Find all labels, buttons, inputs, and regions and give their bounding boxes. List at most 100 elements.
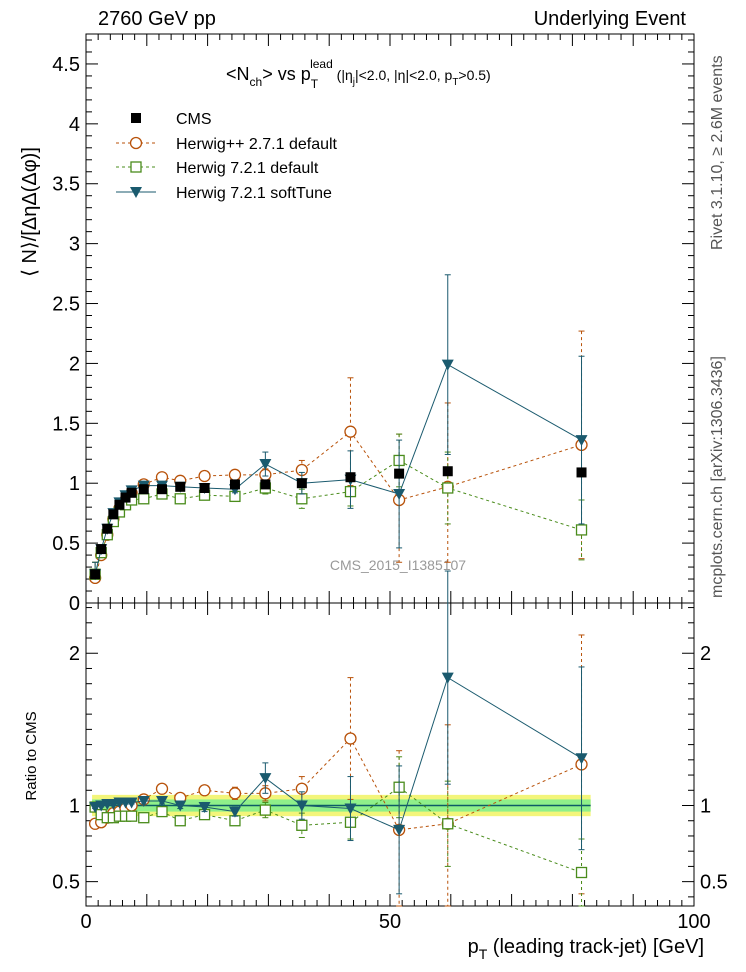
ratio-herwig_softtune-point xyxy=(174,800,187,812)
ratio-herwig_softtune-point xyxy=(125,797,138,809)
main-y-tick-label: 3.5 xyxy=(52,174,80,196)
main-cms-point xyxy=(442,466,453,477)
main-cms-point xyxy=(229,479,240,490)
title-part: > vs p xyxy=(262,64,311,84)
ratio-y-tick-label-right: 1 xyxy=(700,796,711,818)
ratio-herwig_default-point xyxy=(296,819,308,831)
ratio-herwig_default-point xyxy=(442,818,454,830)
main-y-axis-label: ⟨ N⟩/[ΔηΔ(Δφ)] xyxy=(19,147,41,277)
ratio-herwig_default-point xyxy=(259,804,272,816)
ratio-y-tick-label: 2 xyxy=(69,643,80,665)
legend-label-herwig_softtune: Herwig 7.2.1 softTune xyxy=(176,185,332,202)
main-cms-point xyxy=(138,484,149,495)
ratio-herwig_softtune-point xyxy=(393,824,406,836)
main-herwig_pp-point xyxy=(344,425,357,438)
x-axis-label-rest: (leading track-jet) [GeV] xyxy=(487,936,704,958)
ratio-y-tick-label: 1 xyxy=(69,796,80,818)
ratio-herwig_default-point xyxy=(138,812,150,824)
main-herwig_default-point xyxy=(442,482,454,494)
ratio-y-tick-label: 0.5 xyxy=(52,872,80,894)
main-herwig_pp-point xyxy=(198,469,211,483)
main-y-tick-label: 1 xyxy=(69,473,80,495)
ratio-herwig_default-point xyxy=(174,815,186,827)
title-sub: T xyxy=(452,77,458,88)
main-cms-point xyxy=(576,467,587,478)
ratio-y-tick-label-right: 2 xyxy=(700,643,711,665)
main-herwig_default-point xyxy=(138,493,150,505)
title-sub: j xyxy=(352,77,355,88)
main-cms-point xyxy=(175,481,186,492)
ratio-herwig_softtune-point xyxy=(575,753,588,765)
main-y-tick-label: 2 xyxy=(69,353,80,375)
title-sub: T xyxy=(311,77,319,91)
ratio-herwig_pp-point xyxy=(228,787,242,800)
x-axis-label: pT (leading track-jet) [GeV] xyxy=(468,936,704,962)
legend-marker-herwig_pp xyxy=(129,136,143,150)
main-cms-point xyxy=(102,523,113,534)
title-part: <N xyxy=(226,64,250,84)
legend-marker-herwig_softtune xyxy=(130,187,142,198)
legend-label-cms: CMS xyxy=(176,111,212,128)
main-cms-point xyxy=(120,492,131,503)
ratio-herwig_pp-point xyxy=(198,784,211,797)
x-axis-label-sub: T xyxy=(479,946,488,962)
rivet-label: Rivet 3.1.10, ≥ 2.6M events xyxy=(709,55,726,250)
x-tick-label: 0 xyxy=(80,911,91,933)
ratio-y-tick-label-right: 0.5 xyxy=(700,872,728,894)
legend-marker-cms xyxy=(131,113,141,123)
main-y-tick-label: 3 xyxy=(69,234,80,256)
ratio-herwig_softtune-point xyxy=(156,795,168,807)
main-cms-point xyxy=(260,479,271,490)
main-y-tick-label: 0 xyxy=(69,593,80,615)
ratio-uncertainty-band xyxy=(92,794,591,817)
legend: CMS Herwig++ 2.7.1 default Herwig 7.2.1 de… xyxy=(116,111,338,202)
x-axis-label-p: p xyxy=(468,936,479,958)
title-cuts: |<2.0, |η|<2.0, p xyxy=(355,67,453,83)
main-herwig_softtune-point xyxy=(441,359,454,371)
main-y-tick-label: 2.5 xyxy=(52,294,80,316)
main-herwig_default-point xyxy=(575,524,588,536)
main-herwig_softtune-point xyxy=(393,488,406,500)
plot-title: <Nch> vs pTlead (|ηj|<2.0, |η|<2.0, pT>0… xyxy=(226,57,491,91)
ratio-herwig_softtune-point xyxy=(344,803,357,815)
x-tick-label: 50 xyxy=(379,911,401,933)
main-cms-point xyxy=(157,484,167,495)
main-cms-point xyxy=(296,478,307,489)
main-cms-point xyxy=(114,499,125,510)
main-herwig_pp-line xyxy=(94,430,582,578)
main-y-tick-label: 0.5 xyxy=(52,533,80,555)
legend-label-herwig_pp: Herwig++ 2.7.1 default xyxy=(176,136,338,153)
mcplots-label: mcplots.cern.ch [arXiv:1306.3436] xyxy=(709,356,726,598)
title-sub: ch xyxy=(250,75,263,89)
main-y-tick-label: 1.5 xyxy=(52,413,80,435)
legend-marker-herwig_default xyxy=(130,161,142,173)
ratio-y-axis-label: Ratio to CMS xyxy=(23,711,40,800)
main-herwig_softtune-point xyxy=(259,459,272,471)
ratio-herwig_softtune-point xyxy=(228,806,241,818)
watermark-label: CMS_2015_I1385107 xyxy=(330,557,466,573)
title-cuts: (|η xyxy=(333,67,353,83)
ratio-herwig_pp-point xyxy=(155,782,169,795)
ratio-herwig_softtune-point xyxy=(137,795,150,807)
ratio-herwig_pp-point xyxy=(344,732,357,745)
main-herwig_softtune-point xyxy=(575,435,588,447)
ratio-herwig_softtune-point xyxy=(295,800,308,812)
main-cms-point xyxy=(96,544,107,555)
main-herwig_pp-point xyxy=(228,468,242,481)
ratio-herwig_softtune-point xyxy=(198,802,211,814)
ratio-herwig_softtune-point xyxy=(441,672,454,684)
main-herwig_default-point xyxy=(296,493,308,505)
process-label: Underlying Event xyxy=(534,8,687,30)
main-cms-point xyxy=(126,487,137,498)
main-y-tick-label: 4.5 xyxy=(52,54,80,76)
main-cms-point xyxy=(108,509,119,520)
main-herwig_default-point xyxy=(174,493,186,505)
ratio-herwig_default-point xyxy=(575,866,588,879)
main-cms-point xyxy=(345,472,356,483)
x-tick-label: 100 xyxy=(677,911,710,933)
main-y-tick-label: 4 xyxy=(69,114,80,136)
legend-label-herwig_default: Herwig 7.2.1 default xyxy=(176,160,319,177)
ratio-herwig_softtune-point xyxy=(259,773,272,785)
plot-layer: 00.511.522.533.544.50.5 0.51 12 20 50 100 xyxy=(52,33,728,933)
